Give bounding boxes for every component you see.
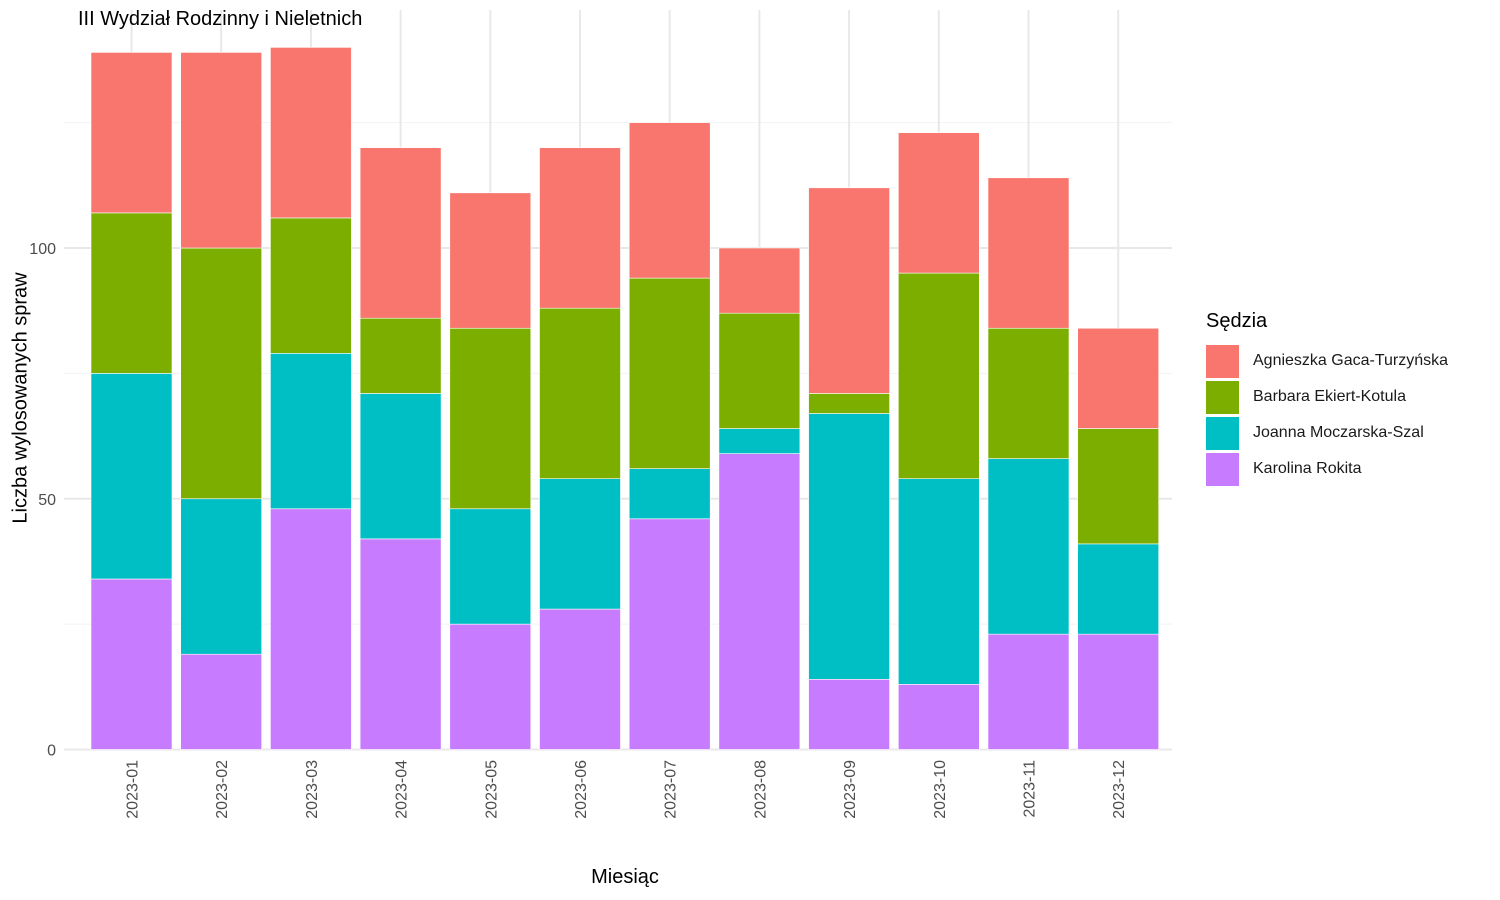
bar-segment — [987, 633, 1070, 750]
x-tick-label: 2023-09 — [842, 760, 859, 819]
bar-segment — [808, 413, 890, 680]
bar-segment — [539, 147, 621, 309]
bar-segment — [359, 317, 442, 394]
legend-label: Agnieszka Gaca-Turzyńska — [1253, 352, 1449, 369]
bar-segment — [90, 373, 173, 580]
legend-title: Sędzia — [1206, 310, 1268, 332]
x-tick-label: 2023-10 — [932, 760, 949, 819]
bar-segment — [718, 312, 801, 429]
legend-item: Karolina Rokita — [1206, 451, 1448, 487]
bar-segment — [180, 498, 262, 655]
legend-swatch — [1206, 416, 1239, 450]
y-tick-label: 100 — [29, 241, 56, 258]
bar-segment — [270, 353, 352, 510]
bar-segment — [628, 468, 711, 520]
bar-segment — [90, 212, 173, 374]
legend-swatch — [1206, 380, 1239, 414]
x-tick-label: 2023-03 — [304, 760, 321, 819]
bar-segment — [1077, 428, 1159, 545]
bar-segment — [628, 518, 711, 750]
legend-swatch — [1206, 452, 1239, 486]
legend-label: Joanna Moczarska-Szal — [1253, 424, 1424, 441]
legend-swatch — [1206, 344, 1239, 378]
y-tick-label: 50 — [38, 492, 56, 509]
bar-segment — [628, 277, 711, 469]
bar-segment — [90, 52, 173, 214]
bar-segment — [628, 122, 711, 279]
bar-segment — [897, 132, 980, 274]
bar-segment — [808, 393, 890, 414]
bar-segment — [987, 327, 1070, 459]
y-axis-ticks: 0 50 100 — [29, 241, 56, 760]
bar-segment — [808, 678, 890, 750]
bar-segment — [539, 608, 621, 750]
bar-segment — [359, 538, 442, 750]
chart-title: III Wydział Rodzinny i Nieletnich — [78, 8, 363, 30]
x-tick-label: 2023-12 — [1111, 760, 1128, 819]
y-tick-label: 0 — [47, 743, 56, 760]
bar-segment — [808, 187, 890, 394]
legend-item: Joanna Moczarska-Szal — [1206, 415, 1448, 451]
x-tick-label: 2023-05 — [483, 760, 500, 819]
bar-segment — [1077, 327, 1159, 429]
bar-segment — [90, 578, 173, 750]
bar-segment — [718, 428, 801, 454]
bars — [90, 47, 1159, 750]
x-tick-label: 2023-02 — [214, 760, 231, 819]
bar-segment — [897, 684, 980, 750]
bar-segment — [1077, 633, 1159, 750]
x-tick-label: 2023-04 — [394, 760, 411, 819]
x-axis-ticks: 2023-01 2023-02 2023-03 2023-04 2023-05 2023-… — [125, 760, 1129, 819]
bar-segment — [718, 247, 801, 314]
bar-segment — [539, 478, 621, 610]
x-tick-label: 2023-07 — [663, 760, 680, 819]
bar-segment — [180, 247, 262, 500]
bar-segment — [180, 52, 262, 249]
bar-segment — [897, 478, 980, 685]
bar-segment — [987, 177, 1070, 329]
legend: Sędzia Agnieszka Gaca-Turzyńska Barbara … — [1206, 310, 1448, 487]
bar-segment — [359, 147, 442, 319]
bar-segment — [270, 508, 352, 750]
bar-segment — [449, 192, 532, 329]
x-axis-label: Miesiąc — [591, 866, 659, 888]
bar-segment — [897, 272, 980, 479]
bar-segment — [449, 327, 532, 510]
bar-segment — [718, 453, 801, 750]
bar-segment — [270, 47, 352, 219]
x-tick-label: 2023-08 — [752, 760, 769, 819]
bar-segment — [449, 508, 532, 625]
legend-item: Barbara Ekiert-Kotula — [1206, 379, 1448, 415]
bar-segment — [180, 653, 262, 750]
bar-segment — [359, 393, 442, 540]
legend-label: Karolina Rokita — [1253, 460, 1362, 477]
bar-segment — [539, 307, 621, 479]
y-axis-label: Liczba wylosowanych spraw — [9, 272, 32, 524]
bar-segment — [449, 623, 532, 750]
legend-label: Barbara Ekiert-Kotula — [1253, 388, 1406, 405]
x-tick-label: 2023-01 — [125, 760, 142, 819]
bar-segment — [270, 217, 352, 354]
bar-segment — [1077, 543, 1159, 635]
x-tick-label: 2023-06 — [573, 760, 590, 819]
bar-segment — [987, 458, 1070, 635]
legend-item: Agnieszka Gaca-Turzyńska — [1206, 343, 1448, 379]
x-tick-label: 2023-11 — [1022, 760, 1039, 818]
